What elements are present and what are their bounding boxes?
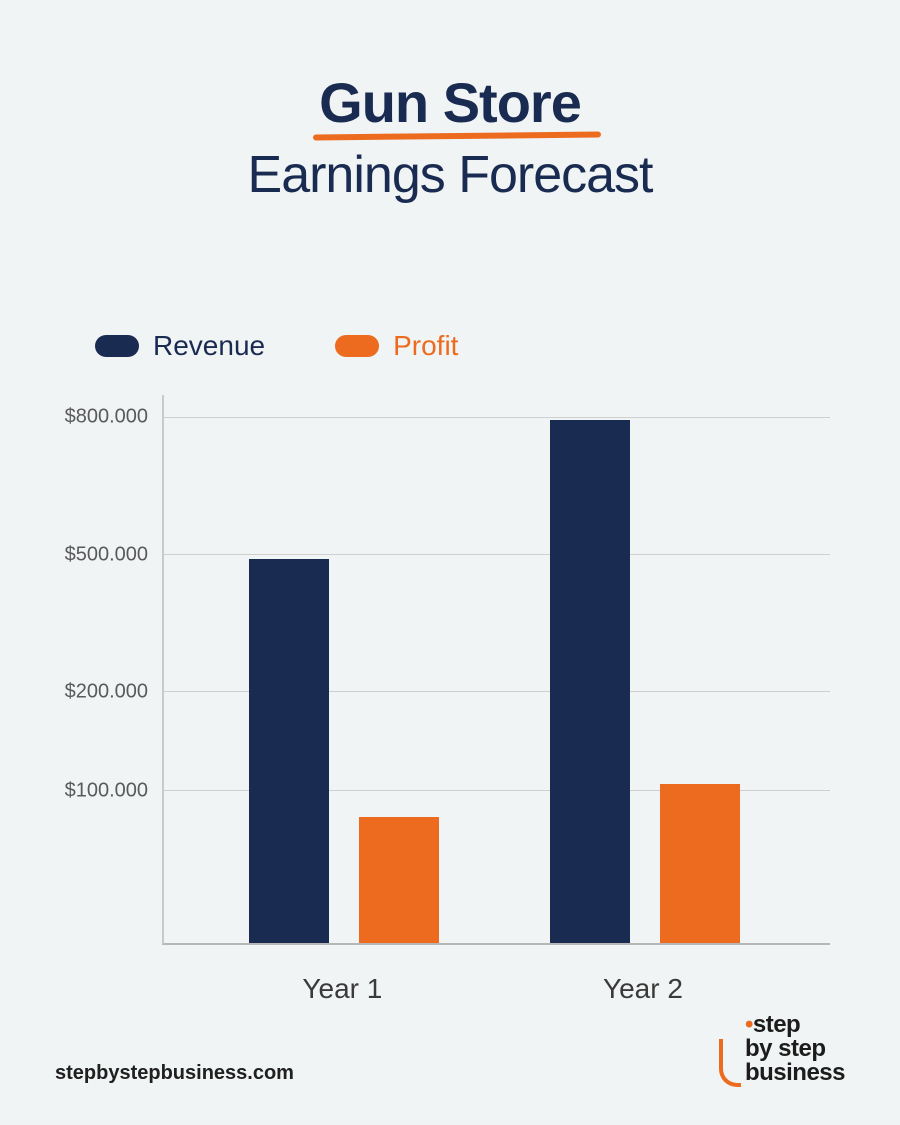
dot-icon: • (745, 1011, 753, 1038)
bar-year2-profit (660, 784, 740, 943)
legend-item-revenue: Revenue (95, 330, 265, 362)
bars-layer (164, 395, 830, 943)
y-tick-label: $500.000 (65, 543, 148, 566)
bar-year1-revenue (249, 559, 329, 943)
y-axis: $100.000 $200.000 $500.000 $800.000 (70, 395, 160, 945)
brand-text: business (745, 1059, 845, 1086)
x-tick-label: Year 2 (603, 973, 683, 1005)
chart-legend: Revenue Profit (95, 330, 458, 362)
brand-line-3: business (745, 1061, 845, 1085)
legend-swatch-profit (335, 335, 379, 357)
x-tick-label: Year 1 (302, 973, 382, 1005)
footer: stepbystepbusiness.com •step by step bus… (55, 1013, 845, 1085)
plot-area (162, 395, 830, 945)
brand-curve-icon (719, 1039, 741, 1087)
legend-swatch-revenue (95, 335, 139, 357)
y-tick-label: $800.000 (65, 406, 148, 429)
chart: $100.000 $200.000 $500.000 $800.000 Year… (70, 395, 830, 945)
bar-year2-revenue (550, 420, 630, 943)
brand-line-1: •step (745, 1013, 845, 1037)
footer-url: stepbystepbusiness.com (55, 1062, 294, 1085)
legend-label-profit: Profit (393, 330, 458, 362)
y-tick-label: $100.000 (65, 780, 148, 803)
brand-text: by step (745, 1035, 826, 1062)
title-line1-text: Gun Store (319, 71, 581, 134)
brand-text: step (753, 1011, 800, 1038)
legend-label-revenue: Revenue (153, 330, 265, 362)
brand-line-2: by step (745, 1037, 845, 1061)
bar-year1-profit (359, 817, 439, 943)
title-line2: Earnings Forecast (0, 145, 900, 205)
brand-logo: •step by step business (723, 1013, 845, 1085)
y-tick-label: $200.000 (65, 681, 148, 704)
title-block: Gun Store Earnings Forecast (0, 0, 900, 205)
legend-item-profit: Profit (335, 330, 458, 362)
title-line1: Gun Store (319, 70, 581, 135)
